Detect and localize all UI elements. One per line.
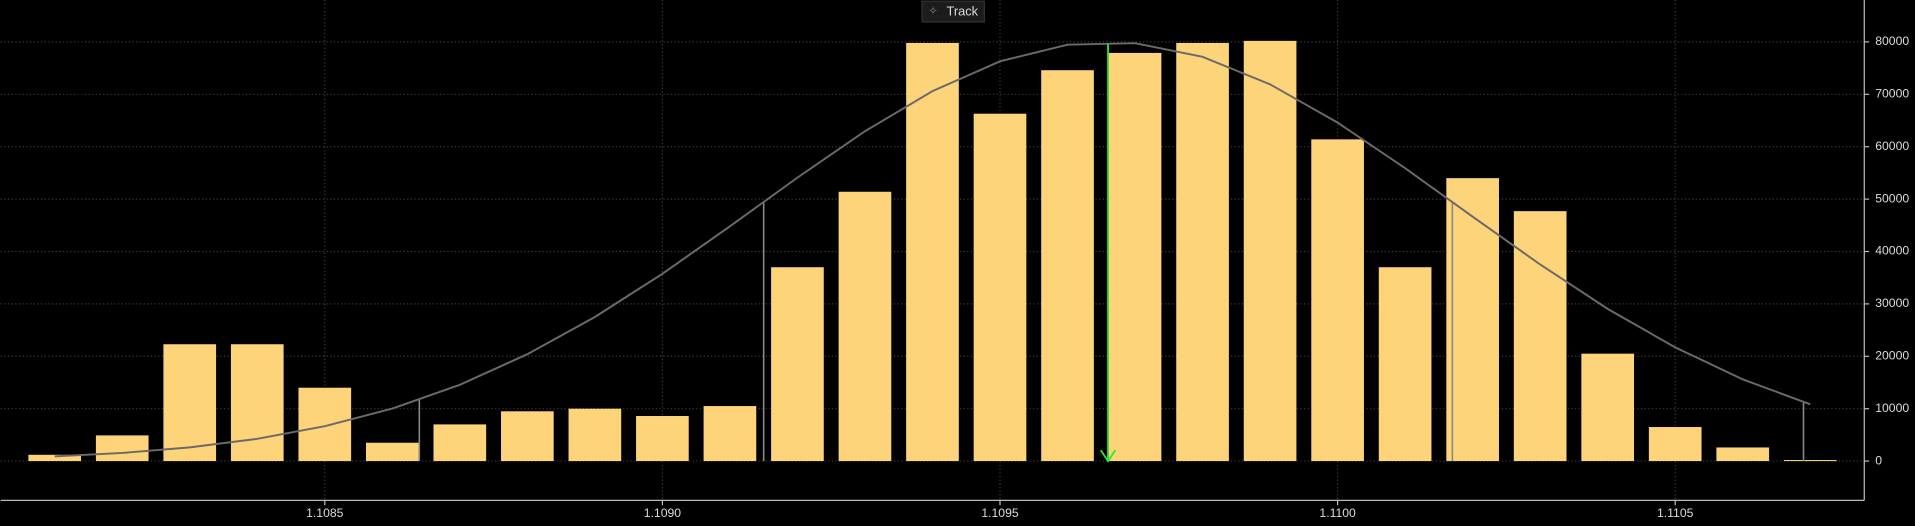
bar xyxy=(1716,447,1770,462)
bar xyxy=(1581,353,1635,462)
bar xyxy=(1311,139,1364,462)
y-tick-label: 60000 xyxy=(1875,139,1909,153)
bar xyxy=(906,42,959,462)
bar xyxy=(1108,52,1162,462)
y-tick-label: 80000 xyxy=(1875,34,1909,48)
y-tick-label: 50000 xyxy=(1875,191,1909,205)
plot-area xyxy=(28,40,1837,463)
bar xyxy=(838,191,892,462)
bar xyxy=(1176,42,1229,462)
y-tick-label: 10000 xyxy=(1875,401,1909,415)
y-tick-label: 40000 xyxy=(1875,244,1909,258)
curve xyxy=(54,42,1811,458)
bar xyxy=(1513,211,1567,462)
bar xyxy=(230,344,284,462)
bar xyxy=(771,267,824,462)
x-tick-label: 1.1100 xyxy=(1319,506,1356,520)
bar xyxy=(1243,40,1297,462)
track-button[interactable] xyxy=(921,0,985,23)
bar xyxy=(163,344,217,462)
y-tick-label: 70000 xyxy=(1875,87,1909,101)
bar xyxy=(95,435,149,462)
bar xyxy=(28,454,82,462)
x-tick-label: 1.1095 xyxy=(981,506,1018,520)
bar xyxy=(973,113,1027,462)
bar xyxy=(298,387,352,462)
bar xyxy=(703,406,757,462)
bar xyxy=(1446,178,1499,462)
bar xyxy=(365,442,419,462)
x-tick-label: 1.1105 xyxy=(1657,506,1694,520)
mean-arrowhead xyxy=(1099,449,1117,463)
y-tick-label: 0 xyxy=(1875,453,1882,467)
bar xyxy=(1783,460,1837,462)
track-label[interactable]: Track xyxy=(947,4,979,19)
bar xyxy=(501,411,554,462)
bar xyxy=(1648,427,1702,462)
bar xyxy=(1041,70,1094,462)
x-tick-label: 1.1085 xyxy=(306,506,343,520)
bar xyxy=(433,424,487,462)
y-tick-label: 30000 xyxy=(1875,296,1909,310)
x-tick-label: 1.1090 xyxy=(644,506,681,520)
track-icon: ✧ xyxy=(928,6,937,18)
y-tick-label: 20000 xyxy=(1875,349,1909,363)
bar xyxy=(568,408,622,462)
bar xyxy=(636,416,689,462)
bar xyxy=(1378,267,1432,462)
